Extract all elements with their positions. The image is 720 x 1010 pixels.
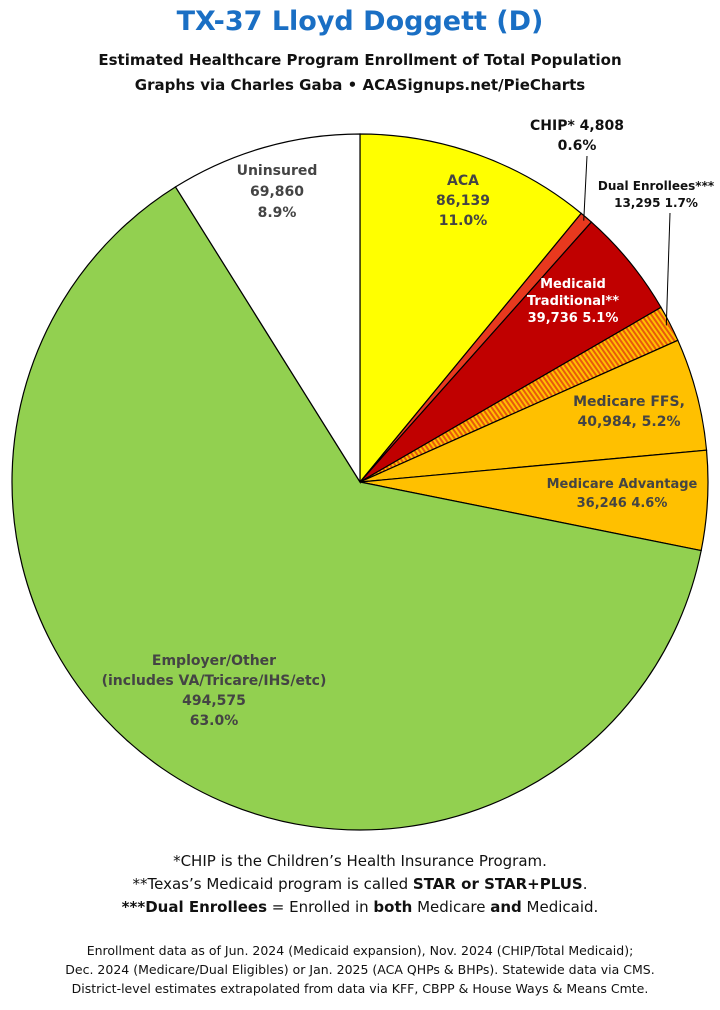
slice-label-line: 494,575 [182,693,246,709]
footnote-dual-text1: = Enrolled in [267,898,374,916]
slice-label-line: 39,736 5.1% [528,311,619,326]
slice-label: ACA 86,139 11.0% [436,173,490,229]
source-line-3: District-level estimates extrapolated fr… [71,981,649,996]
slice-label-line: 13,295 1.7% [614,196,698,210]
footnote-medicaid: **Texas’s Medicaid program is called STA… [0,875,720,893]
footnote-medicaid-name: STAR or STAR+PLUS [412,875,583,893]
pie-slice-employer-other [11,186,702,831]
footnote-chip: *CHIP is the Children’s Health Insurance… [173,852,547,870]
slice-label-line: (includes VA/Tricare/IHS/etc) [102,673,327,689]
footnote-dual: ***Dual Enrollees = Enrolled in both Med… [0,898,720,916]
slice-label-line: 69,860 [250,184,304,200]
slice-label: Dual Enrollees*** 13,295 1.7% [598,179,715,210]
pie-slice-uninsured [174,133,361,485]
pie-slice-aca [359,133,583,484]
footnote-medicaid-end: . [582,875,588,893]
chart-subtitle: Estimated Healthcare Program Enrollment … [98,51,622,69]
slice-label: Uninsured 69,860 8.9% [237,163,318,221]
slice-label-line: Medicare Advantage [547,477,698,492]
slice-label-line: Employer/Other [152,653,276,669]
slice-label-line: 63.0% [190,713,239,729]
slice-label-line: Traditional** [527,294,619,309]
slice-label-line: Dual Enrollees*** [598,179,715,193]
leader-line [665,212,671,326]
source-line-1: Enrollment data as of Jun. 2024 (Medicai… [86,943,634,958]
slice-label: Employer/Other (includes VA/Tricare/IHS/e… [102,653,327,729]
page-title: TX-37 Lloyd Doggett (D) [176,6,544,37]
slice-label: Medicare FFS, 40,984, 5.2% [573,394,685,430]
source-line-2: Dec. 2024 (Medicare/Dual Eligibles) or J… [65,962,655,977]
slice-label-line: 0.6% [558,138,597,154]
slice-label-line: 11.0% [439,213,488,229]
footnote-medicaid-text: **Texas’s Medicaid program is called [132,875,413,893]
slice-label-line: Medicaid [540,277,606,292]
slice-label-line: 40,984, 5.2% [577,414,680,430]
slice-label-line: 36,246 4.6% [577,496,668,511]
slice-label-line: 8.9% [258,205,297,221]
slice-label: Medicaid Traditional** 39,736 5.1% [527,277,619,326]
slice-label: CHIP* 4,808 0.6% [530,118,624,154]
footnote-dual-text2: Medicare [412,898,491,916]
slice-label-line: Medicare FFS, [573,394,685,410]
slice-label-line: Uninsured [237,163,318,179]
slice-label-line: ACA [447,173,479,189]
footnote-dual-both: both [373,898,413,916]
leader-line [583,155,588,221]
footnote-dual-text3: Medicaid. [521,898,599,916]
slice-label-line: 86,139 [436,193,490,209]
slice-label-line: CHIP* 4,808 [530,118,624,134]
footnote-dual-term: ***Dual Enrollees [121,898,268,916]
chart-credit: Graphs via Charles Gaba • ACASignups.net… [134,76,586,94]
footnote-dual-and: and [490,898,522,916]
slice-label: Medicare Advantage 36,246 4.6% [547,477,698,511]
